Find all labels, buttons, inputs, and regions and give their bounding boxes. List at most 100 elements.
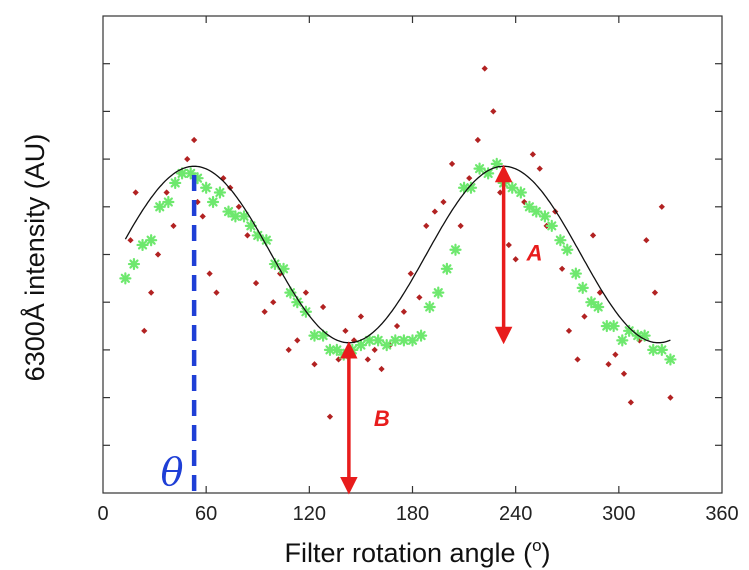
green-star-stroke — [201, 183, 211, 193]
green-star-stroke — [665, 354, 676, 365]
green-data-point — [169, 176, 182, 190]
red-data-point — [407, 270, 414, 277]
annotations: θ B A — [161, 164, 543, 495]
green-star-stroke — [586, 297, 596, 307]
green-star-stroke — [373, 335, 383, 345]
red-data-point — [302, 289, 310, 296]
green-star-stroke — [562, 245, 572, 255]
red-data-point — [206, 270, 213, 277]
red-data-point — [154, 251, 162, 258]
green-star-stroke — [208, 197, 218, 207]
red-dot-series — [127, 65, 674, 420]
red-data-point — [627, 399, 634, 406]
green-star-stroke — [492, 159, 502, 169]
arrow-label-B: B — [374, 406, 390, 431]
green-star-stroke — [230, 211, 240, 221]
green-star-series — [119, 157, 677, 366]
red-data-point — [213, 289, 220, 296]
green-star-stroke — [239, 211, 249, 221]
green-star-stroke — [223, 206, 234, 217]
red-data-point — [141, 327, 148, 334]
red-data-point — [589, 232, 597, 239]
red-data-point — [294, 337, 301, 344]
green-data-point — [616, 334, 629, 347]
red-data-point — [605, 361, 612, 368]
green-star-stroke — [332, 345, 342, 355]
green-data-point — [569, 267, 582, 280]
red-data-point — [481, 65, 488, 72]
red-data-point — [220, 175, 227, 182]
red-data-point — [184, 155, 191, 163]
green-data-point — [119, 272, 132, 285]
green-star-stroke — [466, 183, 476, 193]
green-star-stroke — [524, 202, 535, 212]
x-tick-label: 0 — [97, 503, 108, 525]
red-data-point — [574, 356, 581, 363]
red-data-point — [371, 346, 378, 354]
green-data-point — [464, 181, 478, 194]
green-data-point — [554, 234, 567, 247]
red-data-point — [466, 175, 473, 182]
theta-label: θ — [161, 450, 184, 494]
arrow-label-A: A — [526, 241, 543, 266]
x-tick-label: 60 — [195, 503, 217, 525]
green-data-point — [330, 343, 343, 356]
red-data-point — [448, 160, 456, 167]
green-data-point — [145, 234, 158, 247]
green-star-stroke — [261, 235, 271, 245]
x-tick-labels: 0 60 120 180 240 300 360 — [97, 503, 738, 525]
green-star-stroke — [442, 264, 452, 274]
x-axis-title-degree: o — [532, 536, 541, 555]
green-star-stroke — [186, 168, 196, 179]
green-star-stroke — [364, 335, 375, 345]
red-data-point — [457, 222, 464, 229]
red-data-point — [132, 189, 139, 196]
green-star-stroke — [120, 273, 130, 283]
green-data-point — [545, 219, 558, 232]
red-data-point — [581, 313, 588, 320]
green-data-point — [316, 329, 330, 342]
fit-curve — [124, 165, 671, 344]
green-star-stroke — [146, 235, 156, 245]
red-data-point — [342, 327, 349, 334]
green-star-stroke — [547, 221, 557, 231]
green-star-stroke — [390, 335, 400, 345]
green-star-stroke — [416, 330, 426, 341]
red-data-point — [651, 289, 659, 296]
red-data-point — [252, 280, 260, 287]
red-data-point — [148, 289, 155, 296]
red-data-point — [505, 241, 512, 249]
green-star-stroke — [474, 164, 485, 174]
x-tick-label: 120 — [293, 503, 326, 525]
x-tick-label: 360 — [705, 503, 738, 525]
red-data-point — [612, 351, 619, 358]
red-data-point — [357, 313, 365, 320]
red-data-point — [474, 136, 481, 144]
green-data-point — [576, 281, 589, 294]
red-data-point — [311, 361, 318, 368]
green-star-stroke — [617, 335, 627, 345]
red-data-point — [170, 222, 177, 229]
green-star-stroke — [433, 288, 443, 298]
red-data-point — [326, 413, 334, 420]
green-data-point — [229, 210, 242, 223]
green-data-point — [432, 286, 445, 299]
green-star-stroke — [137, 240, 148, 250]
green-star-stroke — [309, 330, 320, 341]
red-data-point — [378, 365, 385, 373]
red-data-point — [667, 394, 674, 401]
green-star-stroke — [531, 206, 541, 217]
green-star-stroke — [571, 268, 581, 279]
x-axis-title-main: Filter rotation angle ( — [284, 538, 532, 568]
green-data-point — [380, 339, 393, 352]
green-star-stroke — [450, 245, 461, 255]
green-data-point — [449, 243, 462, 256]
y-axis-title: 6300Å intensity (AU) — [19, 134, 50, 382]
green-star-stroke — [177, 168, 187, 179]
green-star-stroke — [356, 340, 366, 350]
green-star-stroke — [170, 178, 180, 188]
green-data-point — [414, 329, 428, 342]
green-data-point — [372, 334, 385, 347]
green-data-point — [473, 162, 486, 175]
red-data-point — [416, 294, 423, 301]
